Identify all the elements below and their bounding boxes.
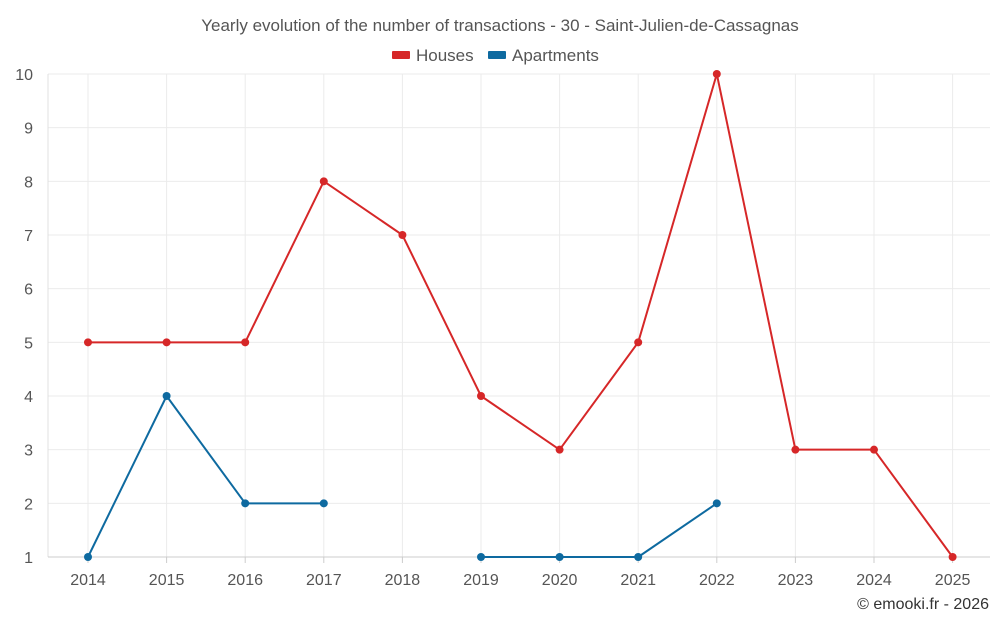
data-point-houses[interactable] [84,338,92,347]
chart-title: Yearly evolution of the number of transa… [201,16,799,35]
x-tick-label: 2018 [385,572,421,589]
y-tick-label: 6 [24,282,33,299]
y-tick-label: 4 [24,389,33,406]
data-point-apartments[interactable] [84,553,92,561]
y-tick-label: 3 [24,443,33,460]
x-tick-label: 2021 [620,572,656,589]
data-point-houses[interactable] [870,445,878,454]
y-tick-label: 2 [24,496,33,513]
data-point-apartments[interactable] [634,553,643,561]
data-point-houses[interactable] [477,392,485,400]
legend-swatch-apartments [488,51,506,59]
data-point-houses[interactable] [712,70,721,78]
x-tick-label: 2020 [542,572,578,589]
data-point-apartments[interactable] [555,553,564,561]
y-tick-label: 10 [15,67,33,84]
data-point-houses[interactable] [241,338,250,347]
data-point-apartments[interactable] [319,499,328,508]
data-point-houses[interactable] [398,231,407,239]
y-tick-label: 1 [24,550,33,567]
data-point-houses[interactable] [319,177,328,186]
series-apartments [84,392,721,561]
data-point-apartments[interactable] [477,553,485,561]
legend-label-houses: Houses [416,46,474,65]
series-line-apartments [481,502,718,558]
y-tick-label: 7 [24,228,33,245]
y-tick-label: 8 [24,174,33,191]
series-line-apartments [87,395,324,558]
series-line-houses [88,73,954,558]
x-tick-label: 2022 [699,572,735,589]
data-point-apartments[interactable] [712,499,721,508]
legend-swatch-houses [392,51,410,59]
x-tick-label: 2017 [306,572,342,589]
data-point-houses[interactable] [634,338,643,347]
data-point-houses[interactable] [555,445,564,454]
y-tick-label: 9 [24,121,33,138]
grid [47,73,990,558]
y-axis: 1 2 3 4 5 6 7 8 9 10 [15,67,33,567]
y-tick-label: 5 [24,335,33,352]
data-point-apartments[interactable] [162,392,171,400]
x-tick-label: 2016 [227,572,263,589]
x-tick-label: 2019 [463,572,499,589]
legend-label-apartments: Apartments [512,46,599,65]
x-axis: 2014 2015 2016 2017 2018 2019 2020 2021 2022 2023… [70,557,970,589]
data-point-houses[interactable] [791,445,800,454]
x-tick-label: 2023 [778,572,814,589]
series-layer [84,70,957,561]
x-tick-label: 2014 [70,572,106,589]
x-tick-label: 2015 [149,572,185,589]
data-point-apartments[interactable] [241,499,250,508]
copyright-credit: © emooki.fr - 2026 [857,596,989,613]
data-point-houses[interactable] [162,338,171,347]
series-houses [84,70,957,561]
x-tick-label: 2025 [935,572,971,589]
legend: Houses Apartments [392,46,599,65]
data-point-houses[interactable] [948,553,957,561]
x-tick-label: 2024 [856,572,892,589]
